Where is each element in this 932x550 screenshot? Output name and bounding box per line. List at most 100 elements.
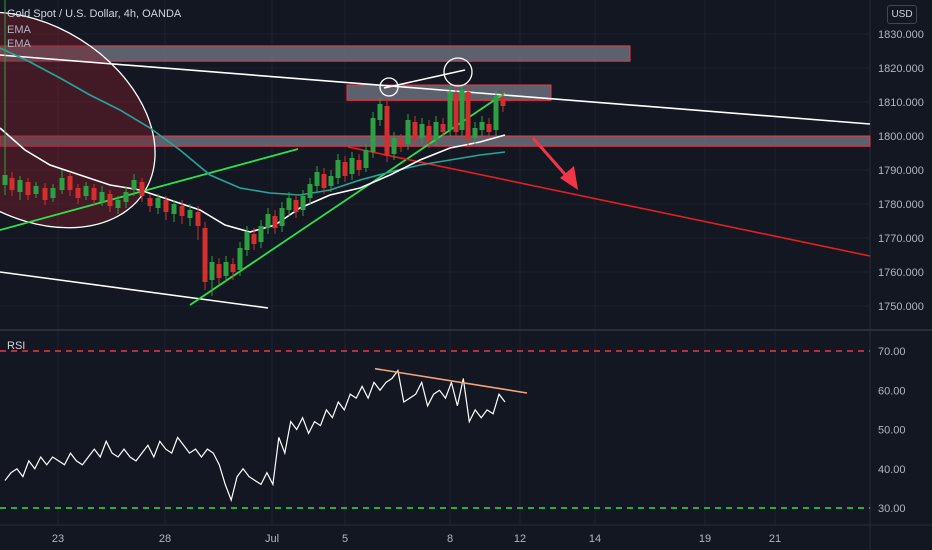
rsi-tick-label: 50.00 [878, 425, 906, 437]
candle-down [426, 120, 432, 148]
candle-body [67, 176, 73, 190]
candle-body [453, 94, 459, 132]
candle-up [363, 144, 369, 172]
candle-up [377, 98, 383, 126]
candle-up [258, 220, 264, 248]
candle-down [486, 118, 492, 138]
time-tick-label: 28 [159, 533, 171, 545]
candle-body [398, 140, 404, 146]
time-tick-label: 5 [342, 533, 348, 545]
candle-down [230, 258, 236, 280]
white-lower-channel-line [0, 271, 269, 309]
candle-body [115, 200, 121, 208]
candle-body [163, 200, 169, 212]
candle-body [307, 184, 313, 198]
candle-body [293, 200, 299, 212]
candle-body [493, 96, 499, 130]
candle-body [363, 150, 369, 168]
candle-body [479, 122, 485, 130]
candle-body [419, 124, 425, 138]
candle-body [139, 182, 145, 196]
circle-highlight-right [443, 57, 473, 87]
candle-body [230, 264, 236, 272]
candle-body [202, 228, 208, 282]
candle-up [300, 190, 306, 216]
candle-down [384, 100, 390, 162]
candle-up [50, 184, 56, 202]
candle-up [83, 182, 89, 200]
candle-up [459, 84, 465, 136]
ema-slow-line [0, 47, 506, 196]
candle-up [279, 202, 285, 232]
candle-up [328, 170, 334, 192]
candle-up [391, 132, 397, 160]
candle-up [155, 194, 161, 214]
circle-highlight-left [379, 77, 399, 97]
candle-down [356, 154, 362, 176]
candle-body [356, 160, 362, 170]
indicator-ema-1[interactable]: EMA [7, 24, 31, 36]
candle-up [433, 116, 439, 146]
candle-body [17, 180, 23, 192]
candle-body [335, 160, 341, 178]
price-tick-label: 1780.000 [878, 199, 924, 211]
candle-up [187, 204, 193, 226]
rsi-tick-label: 70.00 [878, 346, 906, 358]
candle-up [479, 116, 485, 136]
candle-up [99, 186, 105, 206]
candle-up [286, 192, 292, 216]
candle-body [209, 262, 215, 280]
candle-down [9, 172, 15, 196]
candle-down [321, 168, 327, 194]
currency-button[interactable]: USD [887, 5, 917, 24]
rsi-label: RSI [7, 340, 26, 352]
candle-up [131, 174, 137, 196]
candle-up [314, 166, 320, 192]
candle-body [75, 188, 81, 198]
candle-up [370, 112, 376, 158]
candle-up [223, 256, 229, 282]
candle-body [171, 204, 177, 214]
candle-down [412, 116, 418, 146]
candle-body [447, 92, 453, 130]
time-tick-label: 14 [589, 533, 601, 545]
annotations [379, 57, 578, 190]
candle-body [59, 178, 65, 190]
candle-body [9, 178, 15, 190]
rsi-tick-label: 60.00 [878, 385, 906, 397]
price-tick-label: 1760.000 [878, 267, 924, 279]
price-tick-label: 1830.000 [878, 29, 924, 41]
candle-up [349, 152, 355, 180]
candle-up [171, 200, 177, 222]
candle-down [342, 156, 348, 182]
candle-up [405, 114, 411, 150]
candle-up [2, 0, 8, 195]
candles [2, 0, 506, 296]
candle-body [342, 162, 348, 176]
candle-body [426, 126, 432, 142]
candle-down [465, 86, 471, 146]
rsi-indicator [0, 350, 870, 509]
candle-up [123, 186, 129, 208]
candle-body [349, 158, 355, 174]
rsi-tick-label: 40.00 [878, 464, 906, 476]
candle-body [223, 262, 229, 276]
candle-up [265, 208, 271, 234]
candle-down [107, 190, 113, 212]
candle-body [321, 174, 327, 188]
candle-body [187, 210, 193, 218]
candle-body [265, 214, 271, 228]
candle-up [244, 226, 250, 256]
candle-body [244, 232, 250, 250]
down-arrow-shaft [531, 137, 572, 181]
time-tick-label: Jul [265, 533, 279, 545]
candle-down [91, 184, 97, 206]
ema-lines [0, 47, 506, 233]
axes: 1830.000 1820.000 1810.000 1800.000 1790.000… [52, 29, 924, 545]
price-tick-label: 1800.000 [878, 131, 924, 143]
indicator-ema-2[interactable]: EMA [7, 38, 31, 50]
rsi-tick-label: 30.00 [878, 503, 906, 515]
candle-body [405, 120, 411, 144]
